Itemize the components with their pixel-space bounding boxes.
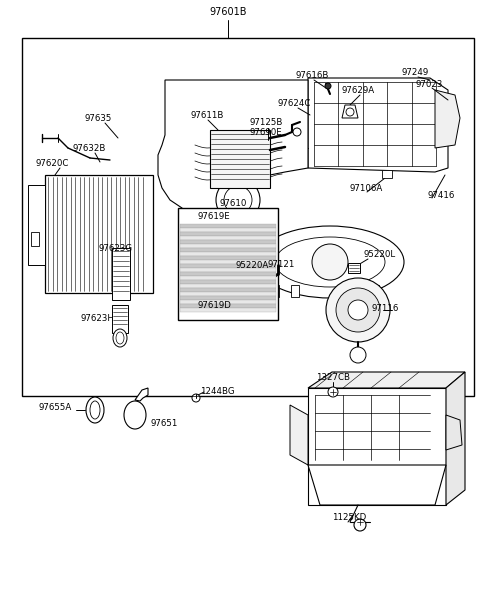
Bar	[180, 260, 276, 264]
Circle shape	[312, 244, 348, 280]
Ellipse shape	[124, 401, 146, 429]
Ellipse shape	[275, 237, 385, 287]
Text: 97623G: 97623G	[98, 244, 132, 252]
Bar	[180, 288, 276, 292]
Bar	[180, 264, 276, 268]
Circle shape	[325, 83, 331, 89]
Text: 97116: 97116	[372, 303, 399, 313]
Text: 97632B: 97632B	[72, 144, 106, 152]
Bar	[180, 280, 276, 284]
Bar	[180, 232, 276, 236]
Circle shape	[328, 387, 338, 397]
Text: 97121: 97121	[268, 260, 295, 268]
Text: 97651: 97651	[150, 419, 178, 429]
Text: 97619D: 97619D	[198, 300, 232, 309]
Bar	[180, 236, 276, 240]
Text: 97620C: 97620C	[35, 158, 68, 168]
Bar	[180, 284, 276, 288]
Bar	[112, 248, 130, 300]
Circle shape	[350, 347, 366, 363]
Circle shape	[216, 178, 260, 222]
Text: 97249: 97249	[402, 68, 429, 77]
Bar	[180, 292, 276, 296]
Bar	[180, 268, 276, 272]
Circle shape	[336, 288, 380, 332]
Text: 95220L: 95220L	[364, 249, 396, 258]
Circle shape	[224, 186, 252, 214]
Text: 97023: 97023	[416, 79, 444, 88]
Text: 97601B: 97601B	[209, 7, 247, 17]
Polygon shape	[435, 90, 460, 148]
Circle shape	[348, 300, 368, 320]
Text: 97619E: 97619E	[197, 211, 230, 220]
Circle shape	[326, 278, 390, 342]
Text: 97629A: 97629A	[342, 85, 375, 95]
Ellipse shape	[90, 401, 100, 419]
Circle shape	[192, 394, 200, 402]
Text: 97655A: 97655A	[38, 403, 71, 413]
Polygon shape	[290, 405, 308, 465]
Bar	[180, 256, 276, 260]
Bar	[178, 208, 278, 320]
Polygon shape	[308, 465, 446, 505]
Polygon shape	[308, 78, 448, 172]
Bar	[271, 285, 279, 297]
Polygon shape	[308, 372, 465, 388]
Polygon shape	[446, 415, 462, 450]
Bar	[180, 248, 276, 252]
Text: 1244BG: 1244BG	[200, 387, 235, 397]
Polygon shape	[135, 388, 148, 401]
Text: 97416: 97416	[428, 190, 456, 200]
Text: 97616B: 97616B	[295, 71, 328, 79]
Bar	[180, 296, 276, 300]
Bar	[180, 244, 276, 248]
Bar	[180, 252, 276, 256]
Ellipse shape	[116, 332, 124, 344]
Bar	[22, 38, 474, 396]
Polygon shape	[446, 372, 465, 505]
Bar	[348, 263, 360, 273]
Text: 97623H: 97623H	[80, 314, 114, 322]
Text: 97125B: 97125B	[250, 117, 283, 126]
Text: 1125KD: 1125KD	[332, 513, 366, 523]
Text: 97610: 97610	[220, 198, 247, 208]
Text: 97635: 97635	[84, 114, 111, 123]
Bar	[240, 272, 256, 296]
Bar	[45, 175, 153, 293]
Circle shape	[346, 108, 354, 116]
Text: 97624C: 97624C	[278, 98, 312, 107]
Circle shape	[293, 128, 301, 136]
Bar	[351, 285, 359, 297]
Bar	[180, 308, 276, 312]
Bar	[112, 305, 128, 333]
Ellipse shape	[256, 226, 404, 298]
Text: 95220A: 95220A	[235, 260, 268, 270]
Text: 97106A: 97106A	[350, 184, 383, 193]
Bar	[180, 240, 276, 244]
Polygon shape	[342, 105, 358, 118]
Text: 97611B: 97611B	[190, 111, 223, 120]
Bar	[371, 285, 379, 297]
Bar	[180, 228, 276, 232]
Bar	[180, 276, 276, 280]
Bar	[28, 185, 45, 265]
Bar	[180, 300, 276, 304]
Bar	[180, 304, 276, 308]
Text: 97690E: 97690E	[250, 128, 283, 136]
Bar	[180, 272, 276, 276]
Bar	[210, 130, 270, 188]
Polygon shape	[158, 80, 308, 228]
Bar	[291, 285, 299, 297]
Bar	[382, 170, 392, 178]
Bar	[180, 224, 276, 228]
Polygon shape	[308, 388, 446, 505]
Ellipse shape	[86, 397, 104, 423]
Ellipse shape	[113, 329, 127, 347]
Bar	[31, 232, 39, 246]
Text: 1327CB: 1327CB	[316, 373, 350, 383]
Circle shape	[354, 519, 366, 531]
